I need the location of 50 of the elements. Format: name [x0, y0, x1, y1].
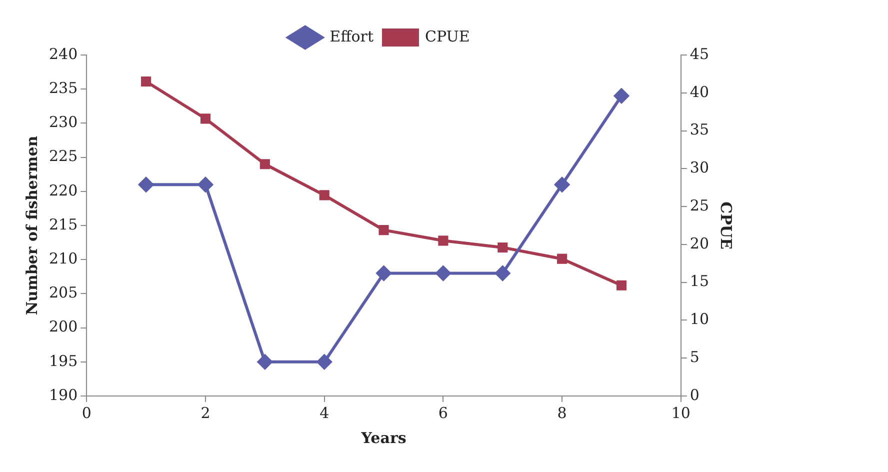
- point: [438, 236, 448, 246]
- point: [614, 88, 629, 104]
- y-tick-label: 220: [48, 181, 78, 200]
- y2-tick-label: 20: [690, 234, 710, 252]
- y2-tick-label: 35: [690, 120, 710, 139]
- point: [376, 266, 392, 281]
- point: [198, 177, 213, 192]
- point: [200, 114, 211, 124]
- y2-tick-label: 5: [690, 348, 700, 366]
- y-axis-title: Number of fishermen: [22, 136, 41, 316]
- legend-label: CPUE: [424, 27, 470, 46]
- y-tick-label: 235: [48, 78, 78, 97]
- x-tick-label: 8: [557, 404, 567, 422]
- x-tick-label: 6: [438, 404, 448, 422]
- point: [498, 242, 508, 253]
- y-tick-label: 195: [48, 352, 78, 370]
- point: [319, 190, 330, 200]
- point: [557, 254, 568, 264]
- x-axis-title: Years: [360, 428, 406, 447]
- point: [378, 225, 389, 236]
- y2-axis-title: CPUE: [717, 202, 736, 250]
- point: [141, 76, 152, 87]
- y2-tick-label: 0: [690, 386, 700, 404]
- point: [138, 177, 154, 192]
- y-tick-label: 200: [48, 318, 78, 336]
- y-tick-label: 205: [48, 284, 78, 302]
- x-tick-label: 2: [200, 404, 210, 422]
- x-tick-label: 4: [320, 404, 330, 422]
- point: [495, 266, 510, 281]
- y2-tick-label: 15: [690, 272, 710, 290]
- x-tick-label: 0: [82, 404, 92, 422]
- point: [316, 354, 332, 370]
- y2-tick-label: 30: [690, 158, 710, 177]
- point: [260, 159, 270, 170]
- point: [554, 177, 570, 192]
- y-tick-label: 240: [48, 44, 78, 63]
- y2-tick-label: 25: [690, 196, 710, 214]
- y-tick-label: 215: [48, 215, 78, 234]
- y-tick-label: 190: [48, 386, 78, 404]
- legend-label: Effort: [330, 27, 374, 46]
- x-tick-label: 10: [671, 404, 690, 422]
- point: [436, 266, 451, 281]
- y-tick-label: 230: [48, 113, 78, 132]
- y2-tick-label: 10: [690, 310, 710, 328]
- y-tick-label: 225: [48, 147, 78, 166]
- point: [257, 354, 272, 370]
- y2-tick-label: 40: [690, 82, 710, 101]
- y-tick-label: 210: [48, 249, 78, 268]
- y2-tick-label: 45: [690, 44, 710, 63]
- point: [616, 280, 627, 290]
